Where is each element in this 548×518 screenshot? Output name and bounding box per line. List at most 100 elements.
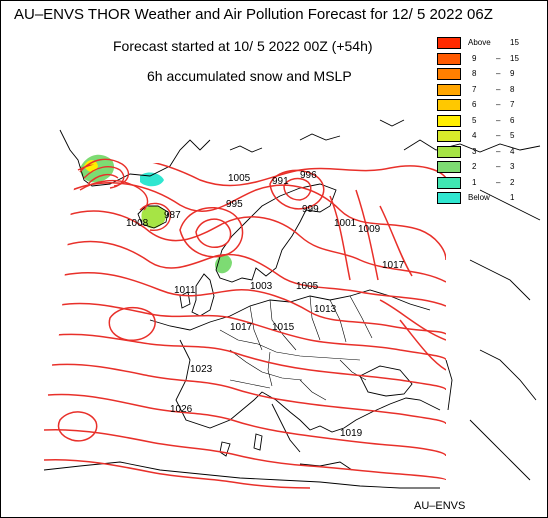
map-title: AU–ENVS THOR Weather and Air Pollution F… bbox=[14, 6, 493, 23]
coastline-caspian bbox=[445, 359, 453, 411]
isobar-label: 1013 bbox=[314, 304, 337, 315]
legend-min-label: 4 bbox=[472, 131, 477, 140]
legend-swatch bbox=[437, 192, 461, 204]
isobar bbox=[79, 179, 149, 211]
snow-patch-iceland bbox=[141, 206, 167, 229]
isobar-label: 1015 bbox=[272, 322, 295, 333]
isobar bbox=[44, 428, 446, 481]
legend-min-label: 7 bbox=[472, 84, 477, 94]
isobar bbox=[87, 173, 119, 185]
legend-max-label: 4 bbox=[510, 146, 515, 156]
isobar bbox=[47, 393, 446, 457]
isobar-label: 1017 bbox=[382, 260, 405, 271]
legend-swatch bbox=[437, 52, 461, 65]
legend-min-label: 6 bbox=[472, 100, 477, 109]
coastline-british-isles bbox=[179, 273, 215, 317]
isobar-eastern bbox=[379, 299, 446, 371]
legend-range-dash: – bbox=[496, 177, 501, 187]
isobar-label: 1008 bbox=[126, 218, 149, 229]
legend-swatch bbox=[437, 176, 461, 189]
isobar-label: 1003 bbox=[250, 281, 273, 292]
legend-max-label: 15 bbox=[510, 53, 519, 63]
legend-row: 4 –5 bbox=[436, 130, 542, 144]
legend-row: Below 1 bbox=[436, 192, 542, 206]
legend-range-dash: – bbox=[496, 69, 501, 78]
legend-max-label: 5 bbox=[510, 131, 515, 140]
legend-min-label: 8 bbox=[472, 69, 477, 78]
isobar-label: 995 bbox=[226, 199, 243, 210]
legend-range-dash: – bbox=[496, 115, 501, 125]
legend-min-label: Below bbox=[468, 193, 490, 202]
isobar-high-cell bbox=[108, 306, 156, 341]
legend-swatch bbox=[437, 130, 461, 142]
legend-max-label: 6 bbox=[510, 115, 515, 125]
border-lines bbox=[219, 295, 373, 401]
legend-min-label: Above bbox=[468, 38, 491, 47]
isobar bbox=[44, 458, 311, 489]
isobar bbox=[77, 158, 446, 187]
legend-swatch bbox=[437, 114, 461, 127]
legend-max-label: 2 bbox=[510, 177, 515, 187]
isobar-label: 1019 bbox=[340, 428, 363, 439]
snow-accumulation-areas bbox=[80, 154, 232, 274]
legend-row: Above 15 bbox=[436, 37, 542, 51]
legend-row: 7 –8 bbox=[436, 83, 542, 98]
isobar-label: 1026 bbox=[170, 404, 193, 415]
isobar bbox=[63, 272, 446, 335]
isobar-label: 1009 bbox=[358, 224, 381, 235]
legend-row: 6 –7 bbox=[436, 99, 542, 113]
country-borders bbox=[219, 295, 373, 401]
coastline-black-sea bbox=[359, 365, 413, 397]
legend-row: 5 –6 bbox=[436, 114, 542, 129]
isobar-label: 991 bbox=[272, 176, 289, 187]
legend-swatch bbox=[437, 161, 461, 173]
legend-max-label: 9 bbox=[510, 69, 515, 78]
isobar-label: 1017 bbox=[230, 322, 253, 333]
isobar bbox=[67, 210, 446, 283]
isobar-high-cell bbox=[57, 411, 98, 442]
isobar-label: 1001 bbox=[334, 218, 357, 229]
coastline-iceland bbox=[137, 205, 169, 229]
forecast-start-text: Forecast started at 10/ 5 2022 00Z (+54h… bbox=[113, 38, 373, 54]
coastline-scandinavia bbox=[215, 183, 337, 283]
isobar bbox=[59, 302, 446, 361]
isobar-label: 1005 bbox=[296, 281, 319, 292]
legend-min-label: 9 bbox=[472, 53, 477, 63]
isobar-label: 1005 bbox=[228, 173, 251, 184]
isobar-label: 1011 bbox=[174, 285, 196, 296]
legend-max-label: 7 bbox=[510, 100, 515, 109]
legend-swatch bbox=[437, 145, 461, 158]
legend-range-dash: – bbox=[496, 100, 501, 109]
isobar bbox=[51, 363, 446, 425]
legend-max-label: 15 bbox=[510, 38, 519, 47]
legend-swatch bbox=[437, 99, 461, 111]
legend-range-dash: – bbox=[496, 162, 501, 171]
isobar-trough bbox=[329, 189, 413, 281]
isobars-greenland-cluster bbox=[79, 158, 171, 231]
legend-max-label: 1 bbox=[510, 193, 515, 202]
isobar bbox=[71, 182, 446, 261]
legend-swatch bbox=[437, 83, 461, 96]
legend-row: 8 –9 bbox=[436, 68, 542, 82]
legend-range-dash: – bbox=[496, 146, 501, 156]
isobar-label: 996 bbox=[300, 170, 317, 181]
coastline-arctic-islands bbox=[229, 119, 405, 153]
legend-range-dash: – bbox=[496, 131, 501, 140]
isobar-low-centre bbox=[269, 169, 325, 210]
isobar-label: 999 bbox=[302, 204, 319, 215]
isobar bbox=[55, 333, 446, 391]
isobar-low-centre bbox=[195, 218, 232, 248]
legend-range-dash: – bbox=[496, 53, 501, 63]
isobar-low-centre bbox=[283, 177, 312, 201]
legend-max-label: 8 bbox=[510, 84, 515, 94]
isobar-low-centre bbox=[179, 207, 244, 258]
legend-max-label: 3 bbox=[510, 162, 515, 171]
legend-min-label: 2 bbox=[472, 162, 477, 171]
isobar-label: 987 bbox=[164, 210, 181, 221]
legend-row: 9 –15 bbox=[436, 52, 542, 67]
legend-swatch bbox=[437, 37, 461, 49]
legend-min-label: 5 bbox=[472, 115, 477, 125]
isobar bbox=[65, 240, 446, 307]
legend-range-dash: – bbox=[496, 84, 501, 94]
